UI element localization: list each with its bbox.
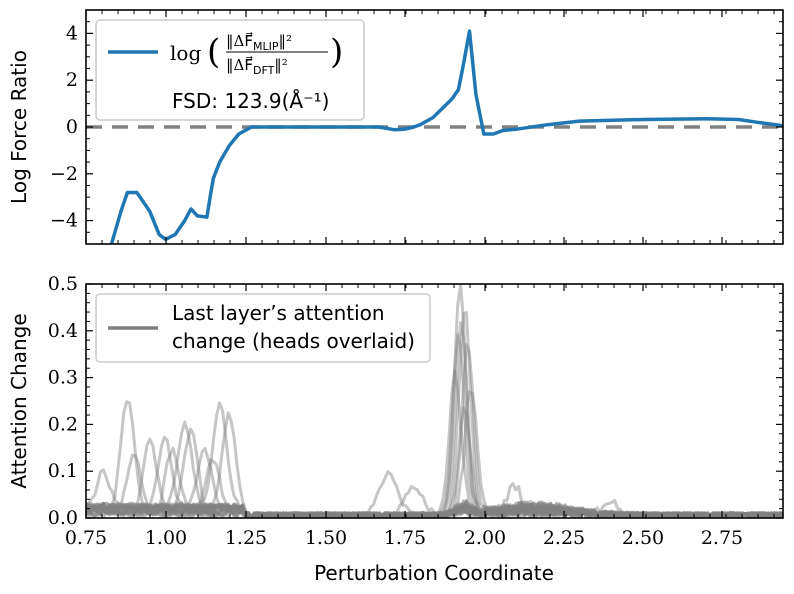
bottom-ytick-label: 0.5 [48,273,78,295]
bottom-ytick-label: 0.1 [48,460,78,482]
top-legend-num-sub: MLIP [253,40,279,53]
bottom-xtick-label: 1.25 [225,527,267,549]
top-legend: log ( ‖ΔF⃗MLIP‖² ‖ΔF⃗DFT‖² ) FSD: 123.9(… [96,20,364,120]
bottom-xtick-label: 0.75 [65,527,107,549]
top-ylabel: Log Force Ratio [7,50,31,204]
bottom-legend-line2: change (heads overlaid) [172,329,415,353]
top-legend-num-main: ‖ΔF⃗ [226,31,253,50]
top-legend-paren-close: ) [330,32,343,72]
top-ytick-label: 0 [66,116,78,138]
bottom-ytick-label: 0.4 [48,320,78,342]
top-legend-den-end: ‖² [274,56,288,74]
top-ytick-label: 4 [66,22,78,44]
top-ytick-label: −4 [50,210,78,232]
top-legend-fsd: FSD: 123.9(Å⁻¹) [172,89,329,113]
top-legend-den-main: ‖ΔF⃗ [226,55,253,74]
bottom-ylabel: Attention Change [7,313,31,488]
bottom-xtick-label: 2.00 [464,527,506,549]
top-legend-num-end: ‖² [278,32,292,50]
top-legend-paren-open: ( [207,32,220,72]
top-legend-log: log [170,41,201,65]
bottom-ytick-label: 0.0 [48,507,78,529]
bottom-xtick-label: 2.75 [701,527,743,549]
top-legend-den-sub: DFT [253,64,275,77]
bottom-xtick-label: 2.25 [543,527,585,549]
bottom-ytick-label: 0.2 [48,413,78,435]
bottom-legend-line1: Last layer’s attention [172,301,385,325]
figure: −4−2024 Log Force Ratio log ( ‖ΔF⃗MLIP‖²… [0,0,794,594]
bottom-legend: Last layer’s attention change (heads ove… [96,294,430,362]
top-ytick-label: −2 [50,163,78,185]
bottom-panel: 0.0 0.1 0.2 0.3 0.4 0.5 0.75 1.00 1.25 1.50 1.75 2.… [7,273,783,585]
bottom-xtick-label: 1.00 [145,527,187,549]
bottom-xtick-label: 1.50 [305,527,347,549]
bottom-ytick-label: 0.3 [48,367,78,389]
top-ytick-label: 2 [66,69,78,91]
bottom-xlabel: Perturbation Coordinate [314,561,554,585]
bottom-xtick-label: 2.50 [622,527,664,549]
bottom-xtick-label: 1.75 [384,527,426,549]
